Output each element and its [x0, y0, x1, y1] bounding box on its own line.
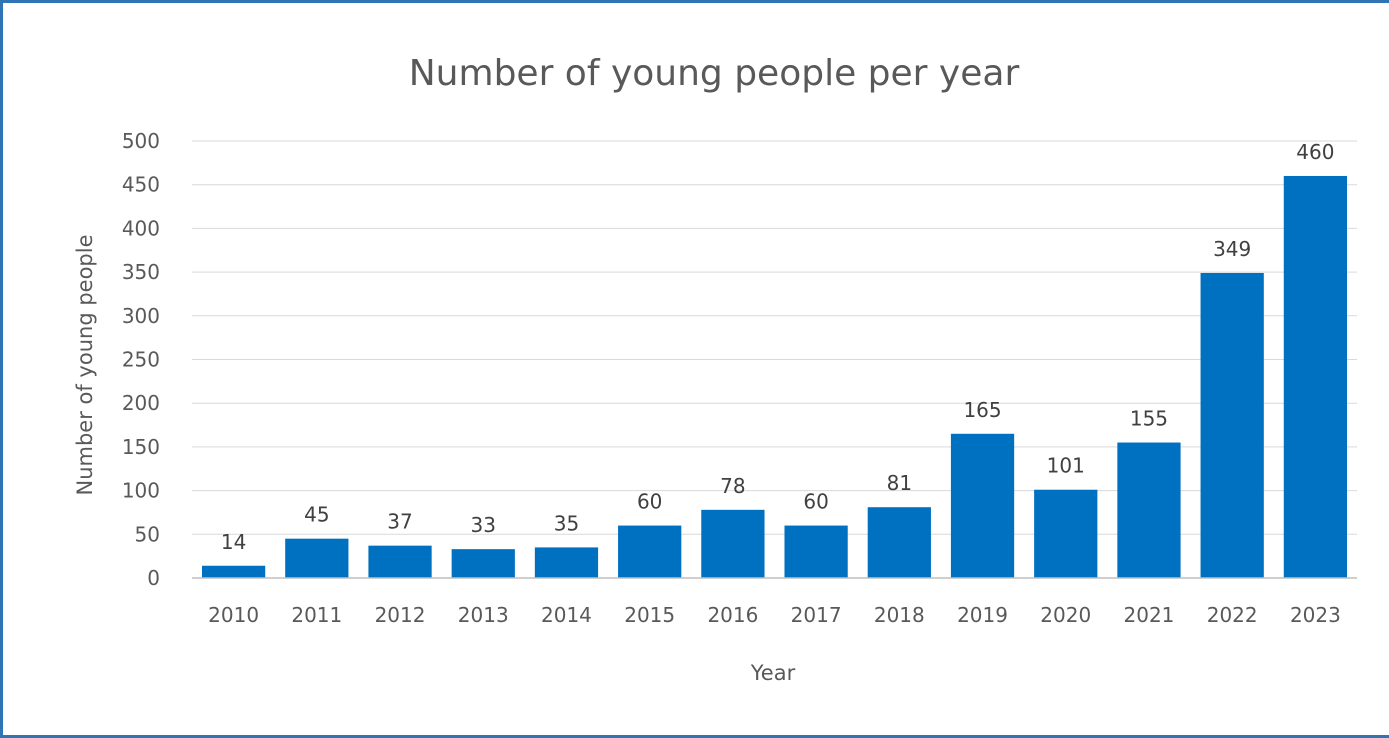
x-axis-ticks: 2010 2011 2012 2013 2014 2015 2016 2017 2018 2019…	[208, 603, 1341, 627]
bar-2022	[1200, 272, 1264, 578]
y-tick-label: 400	[122, 216, 160, 240]
data-label-2013: 33	[471, 513, 496, 537]
y-tick-label: 500	[122, 129, 160, 153]
gridlines	[192, 140, 1357, 535]
x-tick-label: 2013	[458, 603, 509, 627]
y-tick-label: 250	[122, 348, 160, 372]
x-axis-title: Year	[750, 661, 796, 685]
bar-2010	[201, 565, 266, 578]
x-tick-label: 2020	[1040, 603, 1091, 627]
data-label-2010: 14	[221, 530, 246, 554]
x-tick-label: 2015	[624, 603, 675, 627]
x-tick-label: 2012	[375, 603, 426, 627]
bar-2023	[1283, 175, 1348, 578]
data-label-2012: 37	[387, 510, 412, 534]
y-tick-label: 50	[135, 522, 160, 546]
data-label-2015: 60	[637, 490, 662, 514]
y-tick-label: 100	[122, 479, 160, 503]
y-axis-title: Number of young people	[73, 234, 97, 495]
y-tick-label: 150	[122, 435, 160, 459]
y-tick-label: 450	[122, 173, 160, 197]
x-tick-label: 2010	[208, 603, 259, 627]
y-axis-ticks: 0 50 100 150 200 250 300 350 400 450 500	[122, 129, 160, 590]
bar-2014	[534, 547, 599, 578]
data-labels: 14 45 37 33 35 60 78 60 81 165 101 155 349 460	[221, 140, 1335, 554]
x-tick-label: 2019	[957, 603, 1008, 627]
bar-2011	[285, 538, 349, 578]
data-label-2021: 155	[1130, 407, 1168, 431]
y-tick-label: 350	[122, 260, 160, 284]
data-label-2017: 60	[803, 490, 828, 514]
x-tick-label: 2016	[707, 603, 758, 627]
data-label-2016: 78	[720, 474, 745, 498]
data-label-2020: 101	[1047, 454, 1085, 478]
bar-2015	[618, 525, 682, 578]
x-tick-label: 2014	[541, 603, 592, 627]
data-label-2014: 35	[554, 511, 579, 535]
x-tick-label: 2021	[1124, 603, 1175, 627]
chart-title: Number of young people per year	[409, 53, 1020, 94]
x-tick-label: 2017	[791, 603, 842, 627]
bars	[201, 175, 1348, 578]
y-tick-label: 200	[122, 391, 160, 415]
data-label-2022: 349	[1213, 237, 1251, 261]
bar-2012	[368, 545, 432, 578]
y-tick-label: 0	[147, 566, 160, 590]
x-tick-label: 2018	[874, 603, 925, 627]
bar-2013	[451, 549, 515, 578]
x-tick-label: 2023	[1290, 603, 1341, 627]
bar-2020	[1034, 489, 1098, 578]
data-label-2023: 460	[1296, 140, 1334, 164]
bar-2018	[867, 507, 931, 578]
bar-2021	[1117, 442, 1181, 578]
x-tick-label: 2022	[1207, 603, 1258, 627]
data-label-2018: 81	[887, 471, 912, 495]
data-label-2011: 45	[304, 503, 329, 527]
bar-2017	[784, 525, 848, 578]
bar-2019	[950, 433, 1015, 578]
x-tick-label: 2011	[291, 603, 342, 627]
bar-2016	[701, 509, 765, 578]
y-tick-label: 300	[122, 304, 160, 328]
data-label-2019: 165	[963, 398, 1001, 422]
